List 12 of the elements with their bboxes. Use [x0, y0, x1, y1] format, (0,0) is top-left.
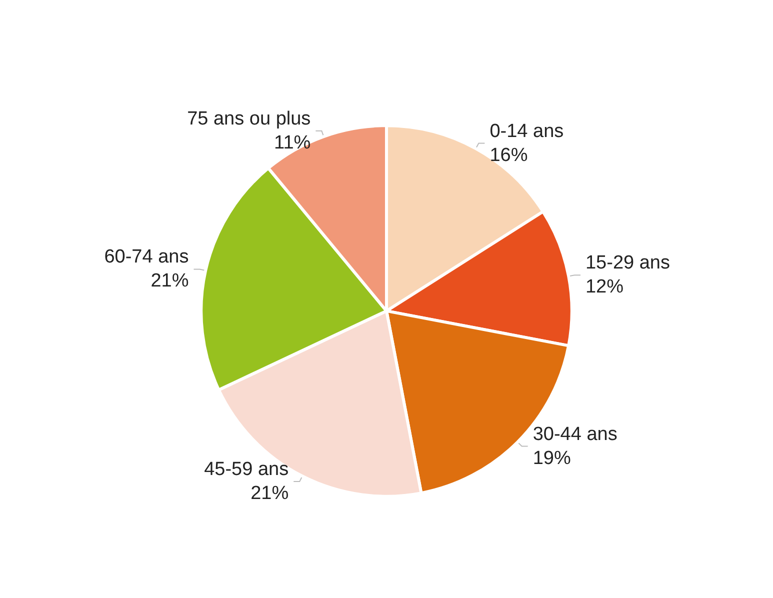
data-label: 21% — [150, 270, 189, 292]
data-label: 19% — [532, 448, 571, 469]
slice-label: 60-74 ans — [104, 246, 189, 268]
slice-label: 45-59 ans — [204, 458, 289, 480]
data-label: 11% — [274, 132, 311, 154]
data-label: 16% — [490, 144, 528, 166]
data-label: 12% — [585, 276, 624, 298]
slice-label: 30-44 ans — [532, 424, 618, 445]
slice-label: 0-14 ans — [490, 120, 564, 142]
slice-label: 75 ans ou plus — [187, 108, 311, 130]
slice-label: 15-29 ans — [585, 252, 670, 274]
data-label: 21% — [250, 482, 289, 504]
